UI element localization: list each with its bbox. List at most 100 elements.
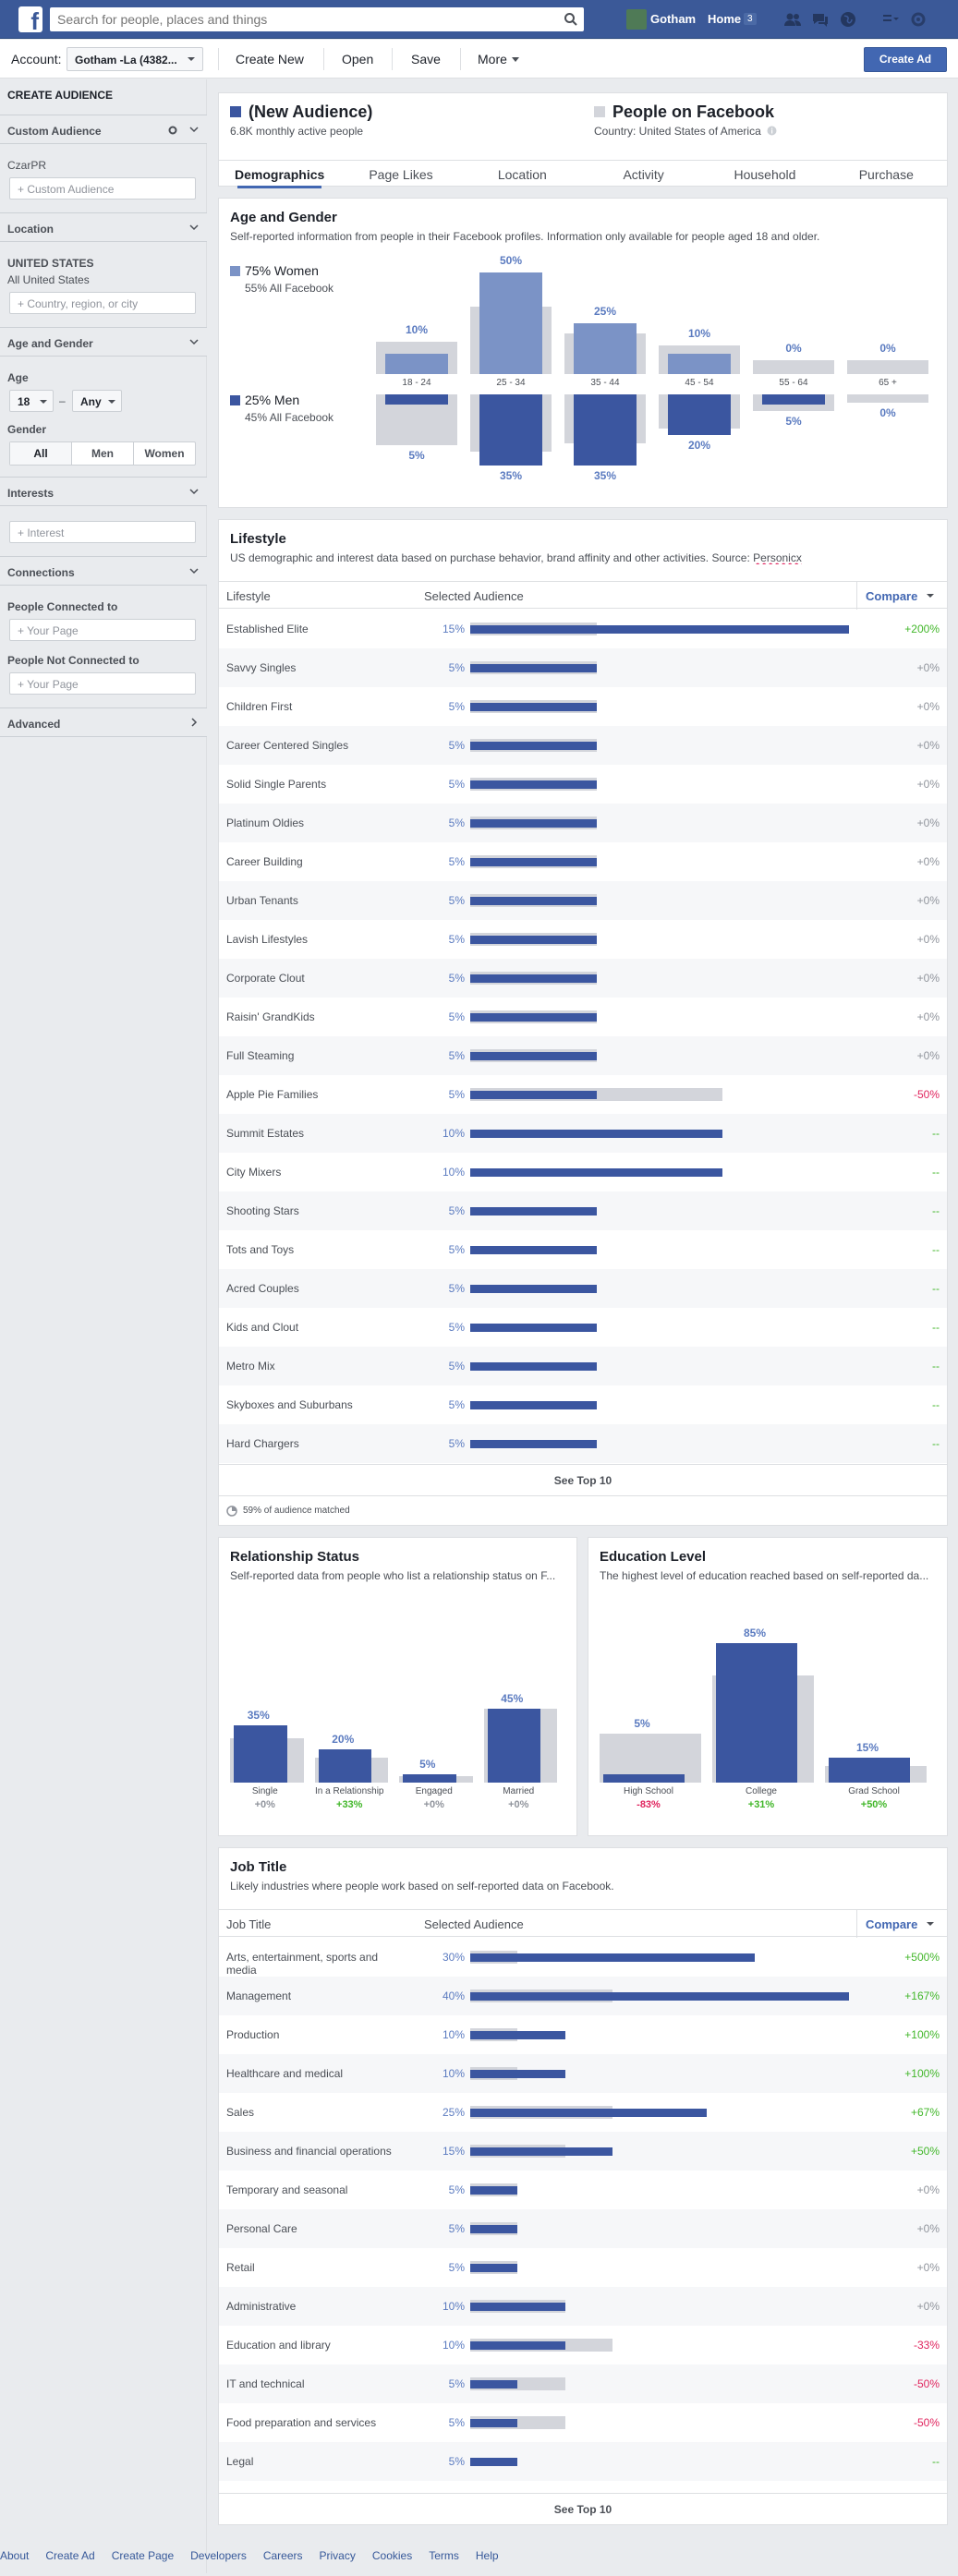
friend-requests-icon[interactable] [783, 10, 802, 29]
tab-location[interactable]: Location [497, 167, 547, 182]
footer-link[interactable]: Cookies [371, 2549, 413, 2562]
footer-link[interactable]: Create Ad [45, 2549, 95, 2562]
audience-bar[interactable] [470, 1401, 597, 1409]
audience-bar[interactable] [470, 2419, 518, 2427]
women-bar[interactable] [668, 354, 731, 374]
footer-link[interactable]: Create Page [111, 2549, 175, 2562]
section-connections[interactable]: Connections [0, 556, 207, 586]
location-input[interactable]: + Country, region, or city [9, 292, 196, 314]
info-icon[interactable] [767, 126, 777, 136]
audience-bar[interactable] [470, 742, 597, 750]
men-bar[interactable] [762, 394, 825, 405]
audience-bar[interactable] [470, 1052, 597, 1060]
more-button[interactable]: More [478, 52, 507, 67]
audience-bar[interactable] [470, 1091, 597, 1099]
chevron-right-icon[interactable] [188, 717, 200, 728]
messages-icon[interactable] [811, 10, 830, 29]
audience-bar[interactable] [318, 1749, 371, 1783]
audience-bar[interactable] [470, 2458, 518, 2466]
search-icon[interactable] [564, 12, 578, 27]
audience-bar[interactable] [470, 664, 597, 672]
audience-bar[interactable] [603, 1774, 685, 1783]
gender-women-button[interactable]: Women [144, 447, 185, 460]
audience-bar[interactable] [487, 1708, 540, 1783]
search-input[interactable] [50, 7, 549, 31]
chevron-down-icon[interactable] [188, 124, 200, 135]
men-bar[interactable] [385, 394, 448, 405]
men-bar[interactable] [668, 394, 731, 435]
custom-audience-item[interactable]: CzarPR [7, 159, 47, 172]
interest-input[interactable]: + Interest [9, 521, 196, 543]
notifications-globe-icon[interactable] [839, 10, 857, 29]
chevron-down-icon[interactable] [512, 57, 519, 63]
women-bar[interactable] [574, 323, 637, 374]
footer-link[interactable]: Privacy [319, 2549, 356, 2562]
audience-bar[interactable] [470, 2186, 518, 2195]
audience-bar[interactable] [470, 2303, 565, 2311]
avatar[interactable] [626, 9, 647, 30]
audience-bar[interactable] [470, 1953, 755, 1962]
audience-bar[interactable] [470, 1246, 597, 1254]
women-bar[interactable] [385, 354, 448, 374]
see-top-10-button[interactable]: See Top 10 [219, 1464, 947, 1495]
create-ad-button[interactable]: Create Ad [864, 47, 947, 72]
footer-link[interactable]: About [0, 2549, 30, 2562]
gender-men-button[interactable]: Men [72, 442, 134, 465]
section-location[interactable]: Location [0, 212, 207, 242]
tab-page-likes[interactable]: Page Likes [369, 167, 433, 182]
audience-bar[interactable] [470, 858, 597, 866]
audience-bar[interactable] [470, 936, 597, 944]
audience-bar[interactable] [470, 1362, 597, 1371]
settings-gear-icon[interactable] [909, 10, 928, 29]
compare-dropdown[interactable]: Compare [866, 589, 935, 603]
gender-all-button[interactable]: All [10, 442, 72, 465]
facebook-logo-icon[interactable]: f [18, 6, 42, 32]
see-top-10-button[interactable]: See Top 10 [219, 2493, 947, 2524]
audience-bar[interactable] [234, 1724, 287, 1783]
audience-bar[interactable] [470, 897, 597, 905]
not-connected-page-input[interactable]: + Your Page [9, 672, 196, 695]
audience-bar[interactable] [470, 1324, 597, 1332]
chevron-down-icon[interactable] [188, 222, 200, 233]
audience-bar[interactable] [829, 1758, 910, 1783]
audience-bar[interactable] [470, 2109, 708, 2117]
section-advanced[interactable]: Advanced [0, 707, 207, 737]
privacy-shortcuts-icon[interactable] [881, 10, 900, 29]
audience-bar[interactable] [470, 1013, 597, 1022]
footer-link[interactable]: Help [475, 2549, 499, 2562]
open-button[interactable]: Open [342, 52, 374, 67]
section-custom-audience[interactable]: Custom Audience [0, 115, 207, 144]
gear-icon[interactable] [168, 126, 177, 135]
audience-bar[interactable] [470, 2225, 518, 2233]
audience-bar[interactable] [470, 1992, 849, 2001]
source-link[interactable]: Personicx [753, 551, 802, 564]
women-bar[interactable] [479, 272, 542, 374]
age-to-select[interactable]: Any [72, 390, 122, 412]
footer-link[interactable]: Careers [262, 2549, 303, 2562]
audience-bar[interactable] [470, 1207, 597, 1215]
chevron-down-icon[interactable] [188, 565, 200, 576]
audience-bar[interactable] [716, 1642, 797, 1783]
audience-bar[interactable] [470, 819, 597, 828]
section-age-gender[interactable]: Age and Gender [0, 327, 207, 357]
chevron-down-icon[interactable] [188, 336, 200, 347]
audience-bar[interactable] [470, 2147, 612, 2156]
audience-bar[interactable] [470, 2031, 565, 2039]
audience-bar[interactable] [470, 2380, 518, 2389]
audience-bar[interactable] [470, 780, 597, 789]
audience-bar[interactable] [470, 974, 597, 983]
audience-bar[interactable] [470, 2070, 565, 2078]
tab-purchase[interactable]: Purchase [858, 167, 914, 182]
footer-link[interactable]: Developers [190, 2549, 247, 2562]
tab-household[interactable]: Household [734, 167, 796, 182]
age-from-select[interactable]: 18 [9, 390, 54, 412]
audience-bar[interactable] [470, 1440, 597, 1448]
compare-dropdown[interactable]: Compare [866, 1917, 935, 1931]
create-new-button[interactable]: Create New [236, 52, 304, 67]
search-box[interactable] [50, 7, 584, 31]
tab-activity[interactable]: Activity [623, 167, 664, 182]
audience-bar[interactable] [470, 625, 849, 634]
men-bar[interactable] [574, 394, 637, 466]
chevron-down-icon[interactable] [188, 486, 200, 497]
audience-bar[interactable] [470, 1285, 597, 1293]
